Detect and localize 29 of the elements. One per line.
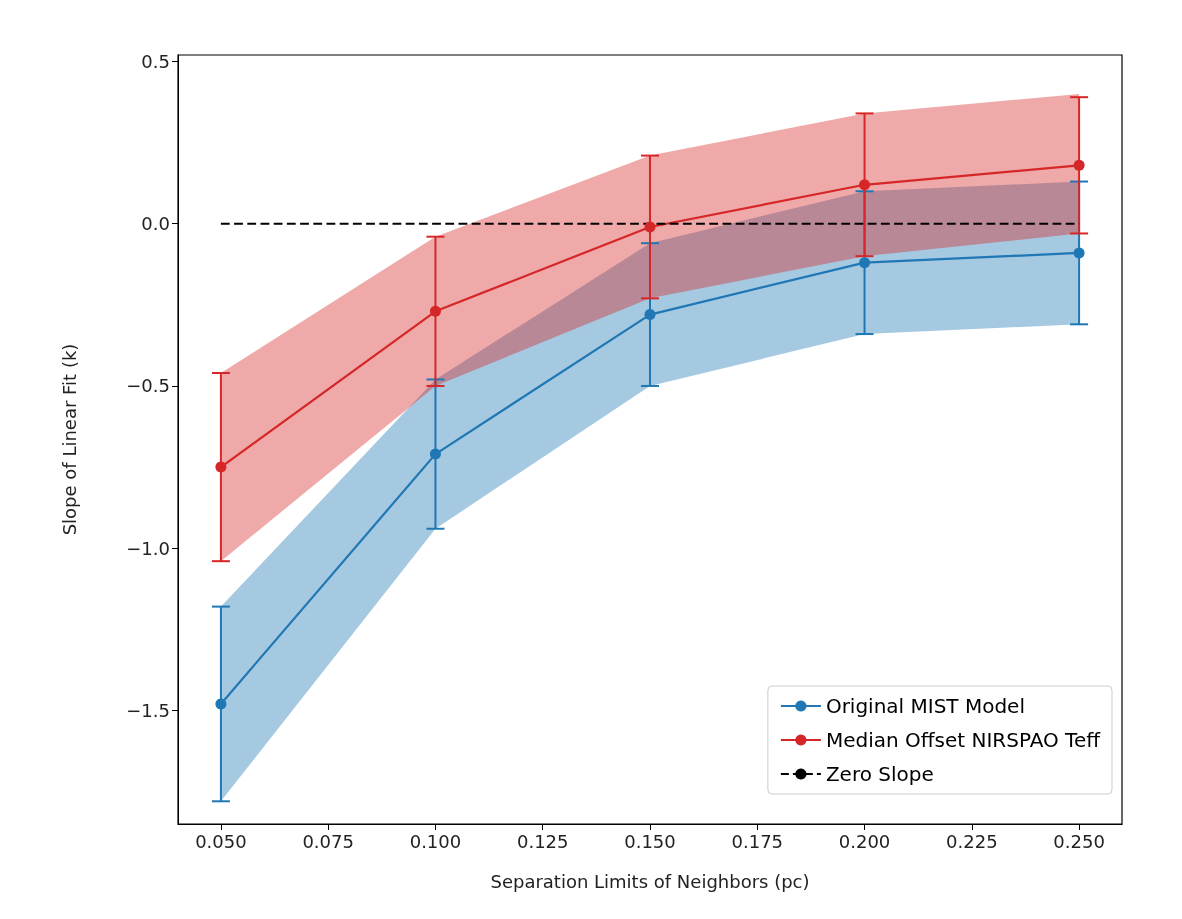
- x-tick-label: 0.225: [946, 830, 998, 852]
- point: [215, 461, 227, 473]
- x-tick-label: 0.150: [624, 830, 676, 852]
- x-tick-label: 0.100: [409, 830, 462, 852]
- point: [859, 179, 871, 191]
- point: [429, 448, 441, 460]
- legend-label: Zero Slope: [825, 762, 934, 786]
- y-tick-label: 0.0: [141, 213, 170, 235]
- x-tick-label: 0.175: [731, 830, 784, 852]
- point: [859, 257, 871, 269]
- x-tick-label: 0.050: [195, 830, 247, 852]
- y-axis-title: Slope of Linear Fit (k): [58, 343, 80, 536]
- x-tick-label: 0.125: [516, 830, 569, 852]
- x-axis-title: Separation Limits of Neighbors (pc): [490, 870, 810, 892]
- point: [1073, 159, 1085, 171]
- point: [429, 305, 441, 317]
- x-tick-label: 0.075: [302, 830, 354, 852]
- point: [1073, 247, 1085, 259]
- point: [644, 309, 656, 321]
- y-tick-label: −1.5: [126, 699, 170, 721]
- legend-label: Median Offset NIRSPAO Teff: [825, 728, 1102, 752]
- point: [644, 221, 656, 233]
- y-tick-label: −0.5: [126, 375, 170, 397]
- y-tick-label: 0.5: [141, 50, 170, 72]
- x-tick-label: 0.200: [838, 830, 891, 852]
- legend-label: Original MIST Model: [825, 694, 1025, 718]
- point: [215, 698, 227, 710]
- y-tick-label: −1.0: [126, 537, 170, 559]
- x-tick-label: 0.250: [1053, 830, 1105, 852]
